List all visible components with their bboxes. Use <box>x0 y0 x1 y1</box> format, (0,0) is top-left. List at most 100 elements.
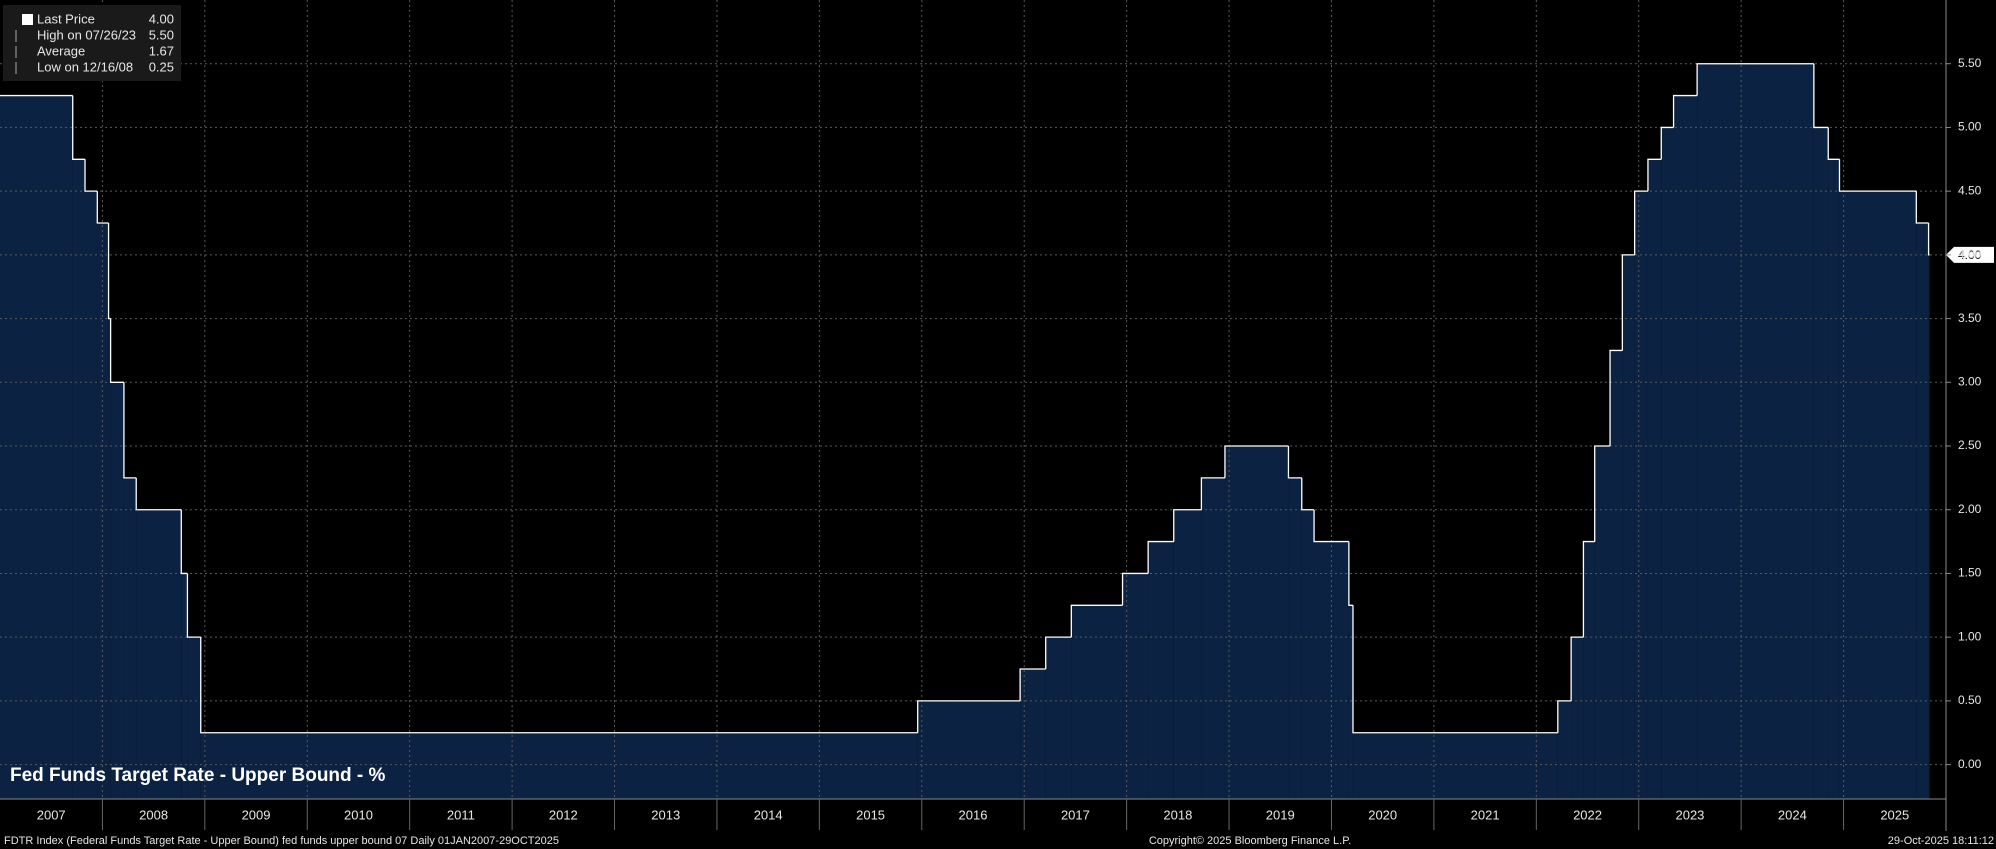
step-line <box>96 191 109 224</box>
x-tick-label: 2007 <box>37 807 66 822</box>
area-segment <box>85 191 98 800</box>
area-segment <box>1045 637 1072 799</box>
legend-value: 4.00 <box>149 11 174 26</box>
area-segment <box>181 573 188 799</box>
area-segment <box>1571 637 1584 799</box>
step-line <box>1582 540 1595 638</box>
y-tick-label: 2.50 <box>1958 438 1982 452</box>
step-line <box>1915 191 1929 224</box>
y-tick-label: 0.00 <box>1958 757 1982 771</box>
x-tick-label: 2020 <box>1368 807 1397 822</box>
step-line <box>1660 126 1674 160</box>
area-segment <box>1020 669 1046 799</box>
x-tick-label: 2025 <box>1880 807 1909 822</box>
step-line <box>1019 668 1046 701</box>
area-segment <box>1583 541 1595 799</box>
area-segment <box>1828 159 1840 799</box>
step-line <box>1301 477 1315 511</box>
step-line <box>1838 159 1917 192</box>
area-segment <box>1697 63 1814 799</box>
footer-center: Copyright© 2025 Bloomberg Finance L.P. <box>1149 835 1351 847</box>
area-segment <box>1610 350 1623 799</box>
step-line <box>186 573 201 638</box>
area-segment <box>1348 605 1353 799</box>
step-line <box>1313 509 1349 543</box>
area-segment <box>1224 446 1289 799</box>
area-segment <box>1352 732 1558 799</box>
step-line <box>180 509 188 575</box>
area-segment <box>200 732 918 799</box>
step-line <box>917 700 1021 733</box>
area-segment <box>917 700 1021 799</box>
y-tick-label: 5.00 <box>1958 120 1982 134</box>
area-segment <box>1071 605 1123 799</box>
step-line <box>84 159 98 192</box>
area-segment <box>97 223 109 800</box>
last-value-label: 4.00 <box>1958 248 1982 262</box>
x-tick-label: 2017 <box>1061 807 1090 822</box>
area-segment <box>1661 127 1674 799</box>
step-line <box>1352 605 1558 734</box>
y-tick-label: 4.00 <box>1958 247 1982 261</box>
area-segment <box>1916 223 1929 800</box>
area-segment <box>123 477 137 799</box>
step-line <box>1200 477 1225 510</box>
step-line <box>1570 636 1584 701</box>
area-segment <box>1148 541 1174 799</box>
area-segment <box>136 509 182 799</box>
step-line <box>1813 63 1829 129</box>
area-segment <box>1647 159 1662 799</box>
x-tick-label: 2008 <box>139 807 168 822</box>
step-line <box>200 637 918 734</box>
x-tick-label: 2016 <box>959 807 988 822</box>
x-tick-label: 2024 <box>1778 807 1807 822</box>
y-tick-label: 1.50 <box>1958 566 1982 580</box>
legend-label: High on 07/26/23 <box>37 27 136 42</box>
step-line <box>135 477 182 511</box>
step-line <box>1633 190 1648 255</box>
area-segment <box>1594 446 1611 799</box>
area-segment <box>1928 254 1930 799</box>
area-segment <box>1173 509 1202 799</box>
legend: Last Price 4.00 High on 07/26/23 5.50 Averag… <box>3 5 181 81</box>
area-segment <box>187 637 201 799</box>
area-segment <box>72 159 86 799</box>
x-tick-label: 2012 <box>549 807 578 822</box>
step-line <box>1609 349 1623 447</box>
step-line <box>1827 127 1840 160</box>
y-tick-label: 1.00 <box>1958 629 1982 643</box>
area-segment <box>1557 700 1572 799</box>
area-segment <box>1839 191 1917 800</box>
x-tick-label: 2013 <box>651 807 680 822</box>
step-line <box>1927 223 1930 256</box>
x-tick-label: 2023 <box>1675 807 1704 822</box>
plot-area <box>0 0 1946 800</box>
y-tick-label: 3.00 <box>1958 374 1982 388</box>
y-tick-label: 2.00 <box>1958 502 1982 516</box>
step-line <box>1672 94 1698 128</box>
y-tick-label: 0.50 <box>1958 693 1982 707</box>
legend-swatch <box>22 14 33 25</box>
footer-left: FDTR Index (Federal Funds Target Rate - … <box>4 835 559 847</box>
chart-title: Fed Funds Target Rate - Upper Bound - % <box>10 765 386 786</box>
x-tick-label: 2019 <box>1266 807 1295 822</box>
step-line <box>1070 604 1123 638</box>
y-tick-label: 3.50 <box>1958 311 1982 325</box>
legend-value: 1.67 <box>149 43 174 58</box>
x-tick-label: 2021 <box>1471 807 1500 822</box>
step-line <box>1121 572 1149 606</box>
legend-value: 0.25 <box>149 59 174 74</box>
step-line <box>1287 446 1302 479</box>
step-line <box>1173 509 1202 542</box>
step-line <box>1348 541 1353 606</box>
y-tick-label: 4.50 <box>1958 183 1982 197</box>
area-segment <box>1301 509 1315 799</box>
x-tick-label: 2011 <box>447 807 475 822</box>
legend-label: Low on 12/16/08 <box>37 59 133 74</box>
x-tick-label: 2022 <box>1573 807 1602 822</box>
legend-label: Last Price <box>37 11 95 26</box>
step-line <box>1224 445 1289 478</box>
legend-label: Average <box>37 43 85 58</box>
step-line <box>109 318 124 383</box>
area-segment <box>1288 477 1302 799</box>
